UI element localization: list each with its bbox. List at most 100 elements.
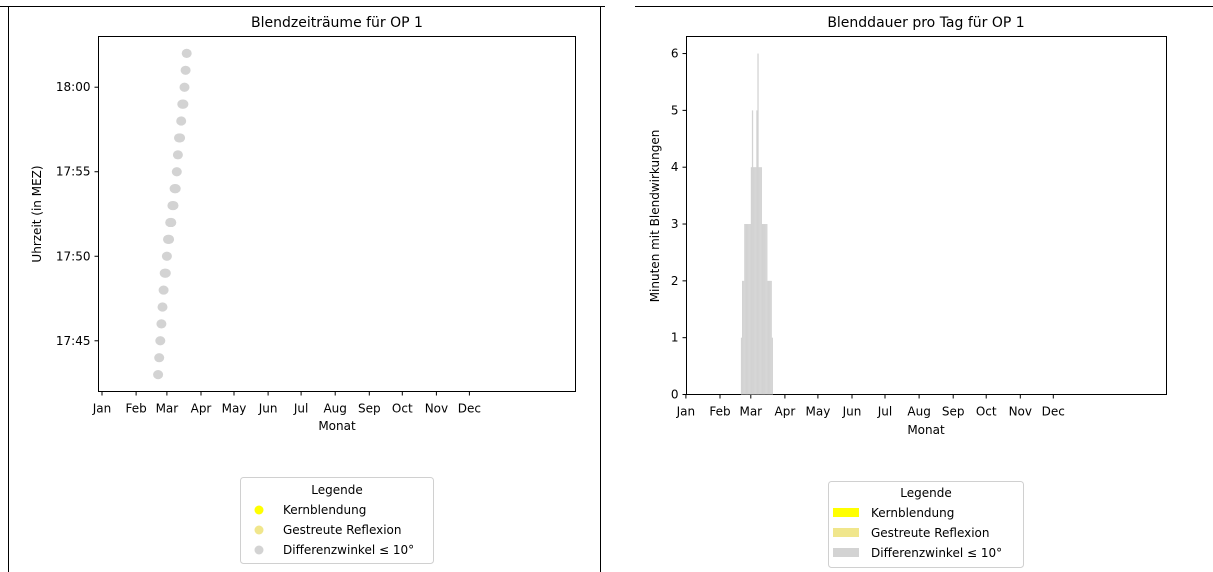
legend-marker	[254, 525, 264, 535]
bar	[766, 224, 768, 395]
bar	[764, 224, 766, 395]
legend-frame	[240, 477, 434, 564]
scatter-point	[155, 336, 166, 346]
legend-label: Kernblendung	[871, 506, 954, 520]
y-axis: 17:45 17:50 17:55 18:00	[56, 80, 99, 348]
scatter-point	[166, 217, 177, 228]
bar	[755, 167, 757, 395]
x-tick-label: Jun	[258, 402, 278, 416]
bar	[758, 167, 760, 395]
x-tick-label: Jan	[676, 405, 696, 419]
legend-swatch	[833, 528, 859, 537]
scatter-point	[175, 133, 186, 143]
x-axis-label: Monat	[907, 423, 945, 437]
legend-frame	[828, 481, 1024, 568]
x-tick-label: Sep	[358, 402, 381, 416]
y-tick-label: 17:50	[56, 249, 91, 263]
y-axis-label: Minuten mit Blendwirkungen	[648, 130, 662, 303]
y-tick-label: 17:45	[56, 334, 91, 348]
bar	[756, 110, 758, 395]
y-tick-label: 1	[671, 331, 679, 345]
y-axis: 0 1 2 3 4 5 6	[671, 47, 687, 402]
bar	[749, 224, 751, 395]
scatter-point	[170, 184, 181, 194]
bar	[760, 167, 762, 395]
bar	[757, 53, 759, 395]
x-tick-label: Feb	[125, 402, 146, 416]
bar	[750, 167, 753, 395]
legend-label: Differenzwinkel ≤ 10°	[283, 543, 414, 557]
x-tick-label: Aug	[323, 402, 346, 416]
scatter-point	[180, 65, 191, 75]
x-tick-label: Oct	[976, 405, 997, 419]
legend-label: Differenzwinkel ≤ 10°	[871, 546, 1002, 560]
scatter-chart-blendzeitraeume: Blendzeiträume für OP 1 17:4517:5017:551…	[30, 15, 576, 564]
legend-marker	[254, 545, 264, 555]
legend-label: Gestreute Reflexion	[283, 523, 402, 537]
y-tick-label: 3	[671, 217, 679, 231]
scatter-point	[181, 48, 192, 59]
bar	[748, 224, 750, 395]
legend-title: Legende	[311, 483, 362, 497]
bar	[742, 280, 744, 395]
legend: Legende Kernblendung Gestreute Reflexion D…	[240, 477, 434, 564]
bar	[767, 280, 769, 395]
x-tick-label: Sep	[942, 405, 965, 419]
scatter-point	[164, 234, 175, 244]
bar	[740, 337, 743, 395]
y-tick-label: 0	[671, 388, 679, 402]
chart-title: Blendzeiträume für OP 1	[251, 15, 423, 31]
bar	[768, 280, 770, 395]
bar	[743, 280, 745, 395]
y-tick-label: 6	[671, 47, 679, 61]
y-tick-label: 18:00	[56, 80, 91, 94]
plot-area	[686, 36, 1167, 395]
y-tick-label: 17:55	[56, 165, 91, 179]
y-tick-label: 5	[671, 103, 679, 117]
bar	[745, 224, 747, 395]
bar	[751, 110, 754, 395]
x-tick-label: Nov	[425, 402, 448, 416]
bar	[744, 224, 746, 395]
x-tick-label: Jul	[877, 405, 892, 419]
bars	[740, 53, 773, 395]
legend-label: Gestreute Reflexion	[871, 526, 990, 540]
legend-swatch	[833, 508, 859, 517]
x-tick-label: Jun	[842, 405, 862, 419]
scatter-point	[153, 369, 164, 380]
bar	[759, 167, 761, 395]
y-tick-label: 4	[671, 160, 679, 174]
scatter-point	[178, 99, 189, 109]
x-axis-label: Monat	[318, 419, 356, 433]
x-tick-label: Jan	[92, 402, 112, 416]
x-tick-label: May	[805, 405, 830, 419]
x-tick-label: Apr	[775, 405, 796, 419]
legend-title: Legende	[900, 486, 951, 500]
x-tick-label: Feb	[709, 405, 730, 419]
scatter-point	[168, 200, 179, 211]
bar	[753, 167, 755, 395]
scatter-points	[153, 48, 192, 380]
x-axis: Jan Feb Mar Apr May Jun Jul Aug Sep Oct Nov Dec	[676, 394, 1065, 419]
bar	[746, 224, 748, 395]
bar	[761, 224, 764, 395]
bar	[770, 280, 772, 395]
x-tick-label: Nov	[1009, 405, 1032, 419]
scatter-point	[160, 268, 171, 278]
scatter-point	[158, 285, 169, 295]
bar	[754, 167, 756, 395]
x-tick-label: May	[222, 402, 247, 416]
x-axis: Jan Feb Mar Apr May Jun Jul Aug Sep Oct Nov Dec	[92, 391, 481, 416]
panel-borders	[0, 6, 1213, 572]
x-tick-label: Dec	[458, 402, 481, 416]
scatter-point	[179, 82, 190, 92]
x-tick-label: Oct	[392, 402, 413, 416]
x-tick-label: Mar	[156, 402, 179, 416]
scatter-point	[154, 353, 165, 363]
x-tick-label: Mar	[739, 405, 762, 419]
scatter-point	[171, 167, 182, 177]
legend-swatch	[833, 548, 859, 557]
scatter-point	[172, 150, 183, 160]
plot-area	[98, 36, 576, 392]
